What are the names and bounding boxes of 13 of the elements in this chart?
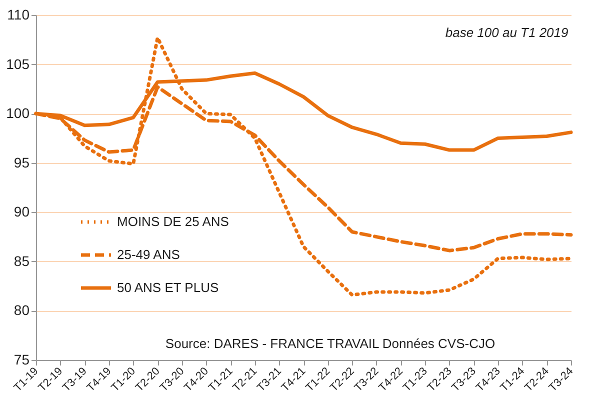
legend-label: 25-49 ANS (117, 247, 180, 262)
y-tick-label: 95 (14, 154, 30, 170)
legend-label: 50 ANS ET PLUS (117, 280, 219, 295)
annotation: Source: DARES - FRANCE TRAVAIL Données CVS-CJO (165, 336, 496, 351)
y-tick-label: 90 (14, 204, 30, 220)
y-tick-label: 85 (14, 252, 30, 269)
y-tick-label: 105 (6, 56, 30, 72)
y-tick-label: 100 (6, 105, 30, 122)
legend-label: MOINS DE 25 ANS (117, 214, 230, 229)
y-tick-label: 110 (7, 6, 30, 22)
annotation: base 100 au T1 2019 (445, 25, 568, 40)
y-tick-label: 80 (14, 302, 30, 318)
y-tick-label: 75 (14, 352, 30, 368)
